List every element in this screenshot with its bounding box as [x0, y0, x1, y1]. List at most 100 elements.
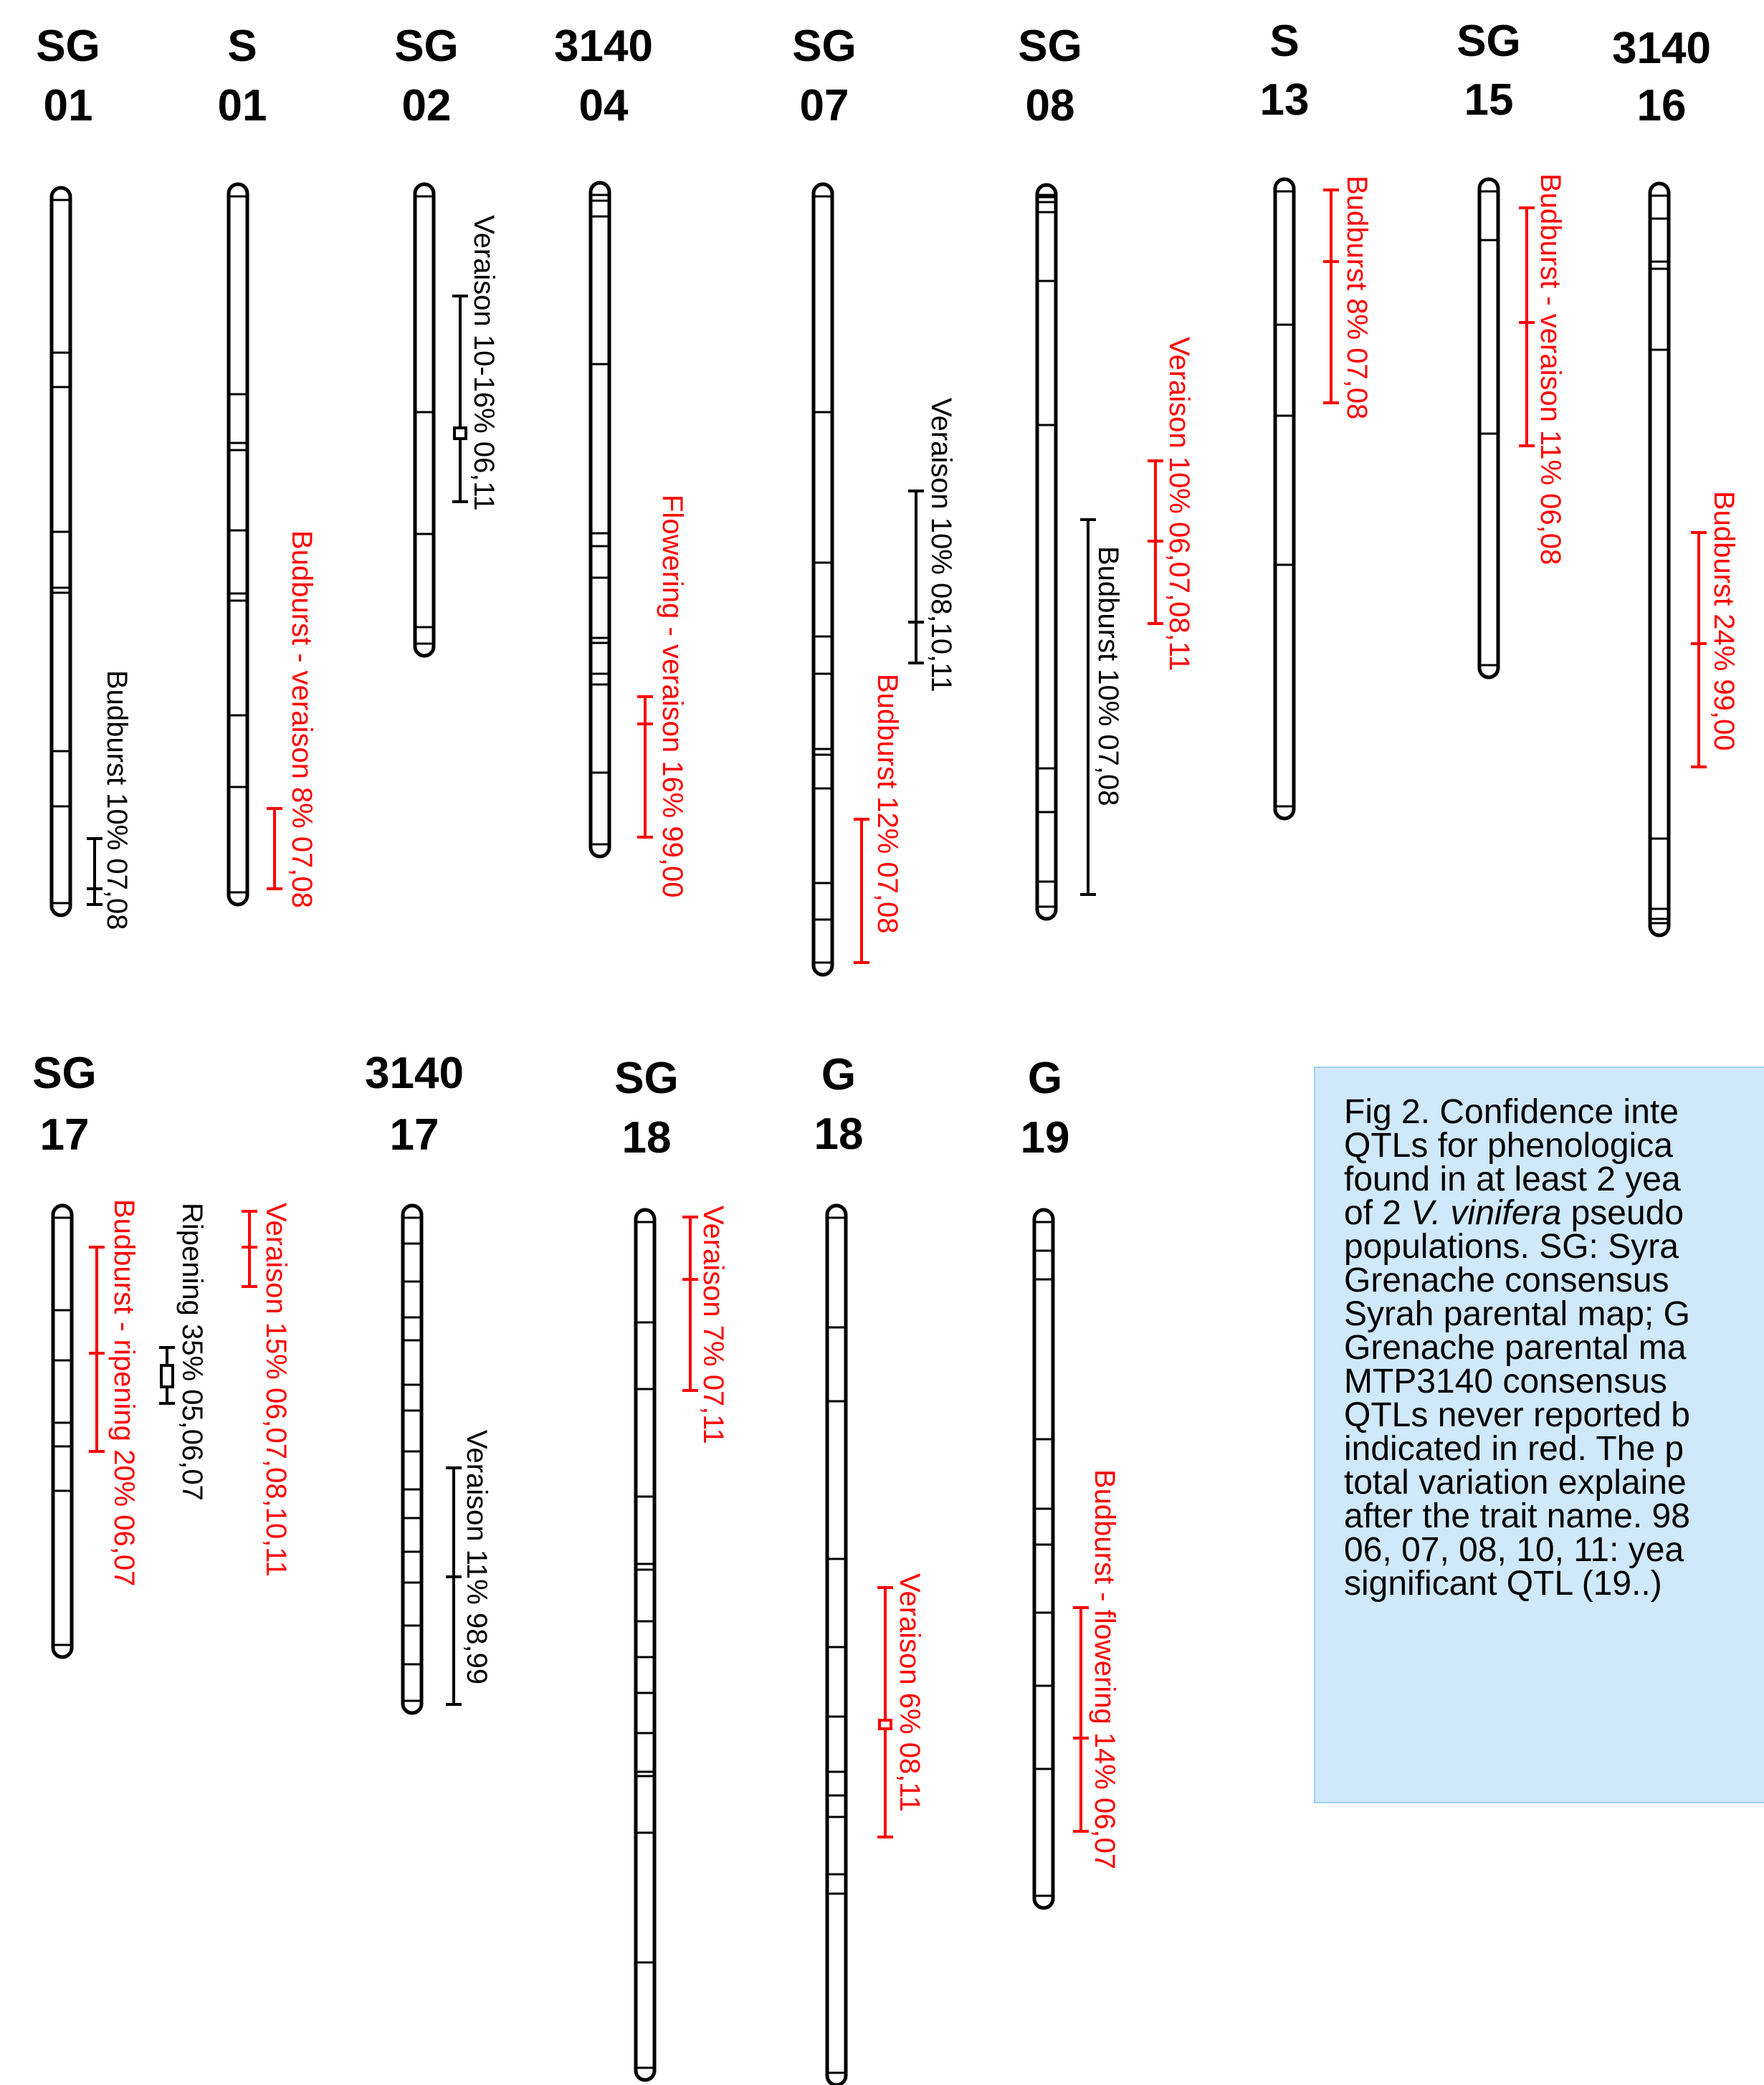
- linkage-group: 3140 04: [554, 22, 653, 859]
- linkage-group: SG 02: [394, 22, 459, 658]
- new-qtl-interval: Budburst - flowering 14% 06,07: [1073, 1469, 1120, 1869]
- linkage-group: SG 07: [792, 22, 857, 977]
- caption-line: Grenache parental ma: [1344, 1329, 1687, 1367]
- linkage-group-number-label: 04: [579, 81, 629, 130]
- linkage-group-number-label: 17: [40, 1110, 90, 1160]
- new-qtl-interval: Budburst 24% 99,00: [1691, 491, 1740, 768]
- linkage-group-map-label: SG: [32, 1049, 97, 1098]
- qtl-label: Veraison 7% 07,11: [697, 1206, 729, 1444]
- qtl-label: Budburst 10% 07,08: [1092, 546, 1124, 806]
- linkage-group: SG 18: [614, 1054, 679, 2082]
- linkage-group-number-label: 17: [390, 1110, 439, 1160]
- linkage-group: S 01: [218, 22, 267, 907]
- chromosome-bar: [1035, 183, 1058, 921]
- chromosome-bar: [227, 182, 249, 907]
- linkage-group-number-label: 16: [1637, 81, 1687, 130]
- linkage-group-number-label: 01: [218, 81, 267, 130]
- linkage-group-number-label: 18: [814, 1110, 864, 1159]
- caption-species-name: V. vinifera: [1411, 1194, 1562, 1232]
- linkage-group-map-label: SG: [614, 1054, 679, 1103]
- chromosome-bar: [413, 182, 436, 658]
- qtl-label: Veraison 11% 98,99: [461, 1430, 492, 1684]
- caption-line: populations. SG: Syra: [1344, 1228, 1679, 1266]
- qtl-label: Budburst - flowering 14% 06,07: [1089, 1469, 1120, 1869]
- new-qtl-interval: Veraison 10% 06,07,08,11: [1148, 337, 1195, 671]
- caption-line: Syrah parental map; G: [1344, 1295, 1690, 1333]
- linkage-group-map-label: SG: [1018, 22, 1082, 71]
- figure-caption: Fig 2. Confidence inte QTLs for phenologi…: [1314, 1067, 1764, 1803]
- qtl-peak-box: [453, 426, 467, 440]
- linkage-group-number-label: 01: [44, 81, 93, 130]
- chromosome-bar: [1273, 177, 1296, 821]
- linkage-group-number-label: 13: [1260, 75, 1310, 125]
- linkage-group: G 18: [814, 1050, 864, 2085]
- known-qtl-interval: Budburst 10% 07,08: [1080, 518, 1124, 896]
- qtl-label: Veraison 10-16% 06,11: [468, 215, 500, 511]
- linkage-group-map-label: SG: [36, 22, 100, 71]
- known-qtl-interval: Budburst 10% 07,08: [87, 670, 133, 930]
- linkage-group: SG 08: [1018, 22, 1082, 921]
- chromosome-bar: [1648, 181, 1671, 937]
- qtl-label: Veraison 15% 06,07,08,10,11: [260, 1203, 292, 1577]
- chromosome-bar: [1477, 177, 1500, 679]
- qtl-label: Budburst 8% 07,08: [1341, 176, 1373, 419]
- caption-line: QTLs for phenologica: [1344, 1127, 1673, 1165]
- linkage-group-number-label: 19: [1021, 1113, 1070, 1163]
- linkage-group-map-label: S: [227, 22, 257, 71]
- new-qtl-interval: Veraison 7% 07,11: [682, 1206, 729, 1444]
- caption-line: of 2 V. vinifera pseudo: [1344, 1194, 1684, 1232]
- new-qtl-interval: Veraison 6% 08,11: [877, 1573, 925, 1838]
- linkage-group-map-label: 3140: [365, 1049, 464, 1098]
- linkage-group-map-label: SG: [1457, 16, 1521, 66]
- linkage-group-map-label: G: [821, 1050, 856, 1099]
- qtl-peak-box: [878, 1719, 892, 1730]
- qtl-label: Budburst - veraison 11% 06,08: [1535, 173, 1566, 565]
- caption-line: total variation explaine: [1344, 1464, 1687, 1502]
- linkage-group: S 13: [1260, 16, 1310, 821]
- linkage-group-map-label: 3140: [1612, 24, 1711, 73]
- new-qtl-interval: Budburst - ripening 20% 06,07: [89, 1199, 140, 1586]
- new-qtl-interval: Budburst - veraison 8% 07,08: [267, 530, 318, 908]
- linkage-group-map-label: SG: [394, 22, 459, 71]
- caption-line: 06, 07, 08, 10, 11: yea: [1344, 1531, 1684, 1569]
- qtl-label: Budburst 12% 07,08: [872, 674, 903, 933]
- qtl-label: Veraison 10% 06,07,08,11: [1163, 337, 1195, 671]
- caption-line: found in at least 2 yea: [1344, 1160, 1681, 1198]
- qtl-peak-box: [160, 1364, 174, 1388]
- chromosome-bar: [49, 186, 72, 917]
- chromosome-bar: [401, 1203, 424, 1715]
- qtl-label: Budburst 24% 99,00: [1708, 491, 1740, 750]
- qtl-label: Ripening 35% 05,06,07: [176, 1203, 208, 1501]
- qtl-label: Budburst 10% 07,08: [101, 670, 133, 930]
- chromosome-bar: [825, 1203, 848, 2085]
- chromosome-bar: [634, 1208, 657, 2082]
- caption-line: Grenache consensus: [1344, 1261, 1669, 1299]
- qtl-label: Veraison 6% 08,11: [894, 1573, 925, 1812]
- linkage-group: 3140 17: [365, 1049, 464, 1715]
- linkage-group: SG 01: [36, 22, 100, 917]
- known-qtl-interval: Veraison 10-16% 06,11: [452, 215, 500, 511]
- chromosome-bar: [51, 1203, 74, 1659]
- linkage-group-map-label: G: [1028, 1054, 1062, 1103]
- caption-line: indicated in red. The p: [1344, 1430, 1684, 1468]
- linkage-group: G 19: [1021, 1054, 1070, 1910]
- known-qtl-interval: Ripening 35% 05,06,07: [159, 1203, 208, 1501]
- linkage-group-map-label: SG: [792, 22, 857, 71]
- new-qtl-interval: Budburst 12% 07,08: [854, 674, 903, 964]
- caption-line: MTP3140 consensus: [1344, 1363, 1667, 1401]
- linkage-group: 3140 16: [1612, 24, 1711, 937]
- linkage-group-number-label: 07: [800, 81, 849, 130]
- known-qtl-interval: Veraison 11% 98,99: [446, 1430, 492, 1706]
- linkage-group: SG 17: [32, 1049, 97, 1659]
- qtl-label: Budburst - ripening 20% 06,07: [108, 1199, 140, 1586]
- linkage-group-map-label: 3140: [554, 22, 653, 71]
- linkage-group-number-label: 02: [402, 81, 452, 130]
- linkage-group-number-label: 08: [1026, 81, 1075, 130]
- new-qtl-interval: Budburst 8% 07,08: [1323, 176, 1373, 419]
- known-qtl-interval: Veraison 10% 08,10,11: [908, 398, 957, 692]
- new-qtl-interval: Flowering - veraison 16% 99,00: [637, 495, 688, 898]
- chromosome-bar: [811, 182, 834, 977]
- new-qtl-interval: Veraison 15% 06,07,08,10,11: [242, 1203, 292, 1577]
- linkage-group-number-label: 18: [622, 1113, 672, 1163]
